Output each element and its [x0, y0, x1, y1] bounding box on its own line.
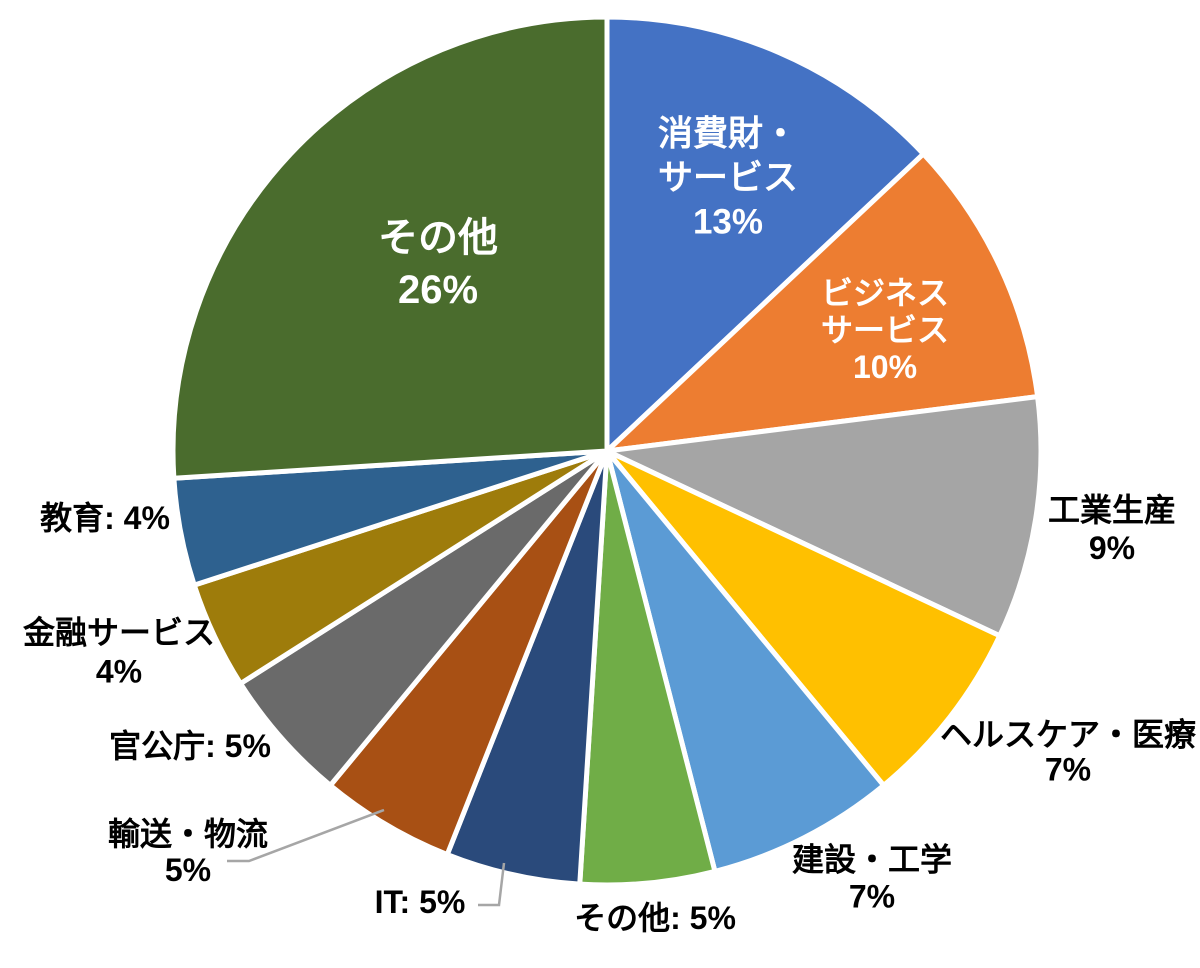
slice-label-7-輸送・物流: 輸送・物流 5%	[108, 816, 268, 888]
slice-label-2-工業生産: 工業生産 9%	[1048, 492, 1176, 566]
pie-slice-0-消費財・サービス	[604, 14, 926, 454]
slice-label-3-ヘルスケア・医療: ヘルスケア・医療 7%	[940, 717, 1197, 788]
pie-slice-4-建設・工学	[604, 448, 887, 874]
slice-label-10-教育: 教育: 4%	[40, 500, 170, 536]
slice-label-6-IT: IT: 5%	[375, 884, 466, 920]
leader-line-IT	[478, 862, 506, 907]
pie-slice-11-その他	[170, 14, 610, 481]
slice-label-8-官公庁: 官公庁: 5%	[109, 728, 271, 764]
pie-slice-3-ヘルスケア・医療	[604, 448, 1003, 788]
leader-line-輸送・物流	[227, 808, 385, 863]
slice-label-0-消費財・サービス: 消費財・サービス 13%	[658, 115, 798, 242]
pie-slice-1-ビジネスサービス	[604, 151, 1041, 454]
slice-label-5-その他: その他: 5%	[574, 900, 736, 936]
pie-slice-2-工業生産	[604, 394, 1044, 639]
slice-label-1-ビジネスサービス: ビジネスサービス 10%	[821, 275, 949, 385]
slice-label-4-建設・工学: 建設・工学 7%	[792, 842, 952, 915]
slice-label-9-金融サービス: 金融サービス 4%	[22, 615, 215, 690]
slice-label-11-その他: その他 26%	[378, 216, 498, 312]
